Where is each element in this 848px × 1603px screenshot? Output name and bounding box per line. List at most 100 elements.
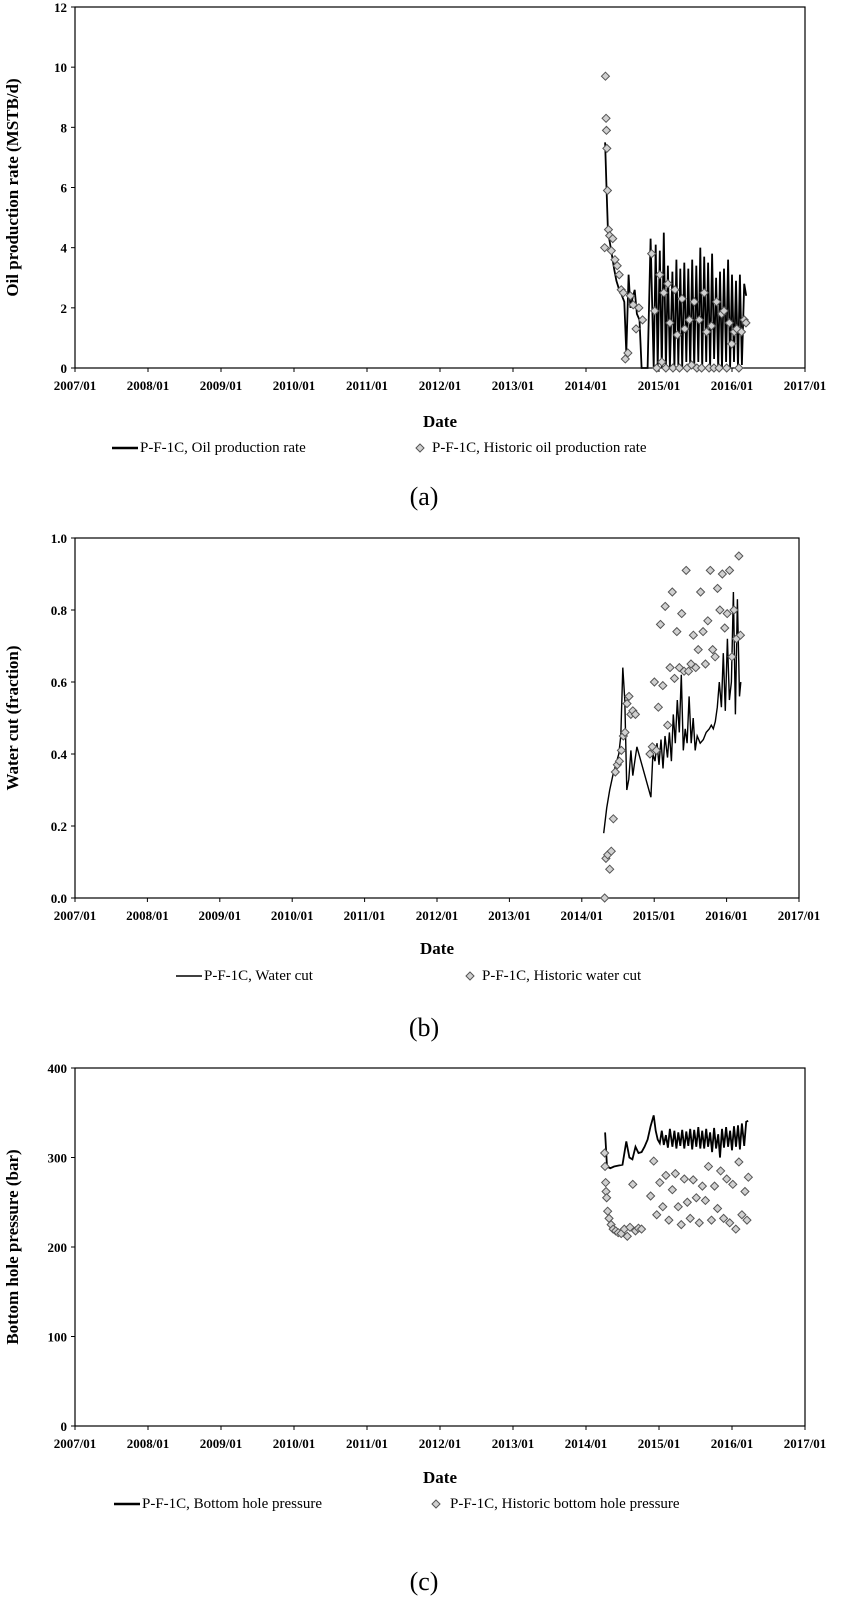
data-point [601, 125, 612, 136]
data-point [610, 767, 621, 777]
chart-panel-3: 0 100 200 300 400 2007/01 2008/01 2009/01 2010/0… [3, 1061, 826, 1596]
y-tick-label: 400 [48, 1061, 68, 1076]
x-tick-label: 2010/01 [271, 908, 314, 923]
data-point [655, 270, 665, 280]
data-point [679, 1174, 690, 1184]
data-point [655, 1177, 665, 1188]
data-point [600, 1161, 610, 1172]
plot-area [74, 1067, 806, 1427]
data-point [696, 363, 707, 373]
data-point [604, 864, 615, 874]
legend: P-F-1C, Water cut P-F-1C, Historic water … [176, 968, 642, 984]
panel-caption: (b) [409, 1013, 439, 1042]
data-point [622, 1231, 633, 1241]
series-2 [599, 71, 751, 373]
data-point [608, 814, 619, 824]
data-point [634, 303, 644, 313]
data-point [625, 1222, 635, 1233]
data-point [652, 1210, 662, 1220]
x-tick-label: 2007/01 [54, 908, 97, 923]
data-point [658, 1202, 668, 1212]
legend-entry-label: P-F-1C, Historic bottom hole pressure [450, 1496, 680, 1512]
data-point [701, 327, 712, 337]
data-point [735, 630, 746, 640]
data-point [695, 587, 706, 597]
data-point [620, 727, 630, 738]
x-tick-label: 2016/01 [711, 1436, 754, 1451]
data-point [725, 1218, 735, 1228]
x-tick-label: 2017/01 [784, 378, 827, 393]
x-tick-label: 2009/01 [200, 378, 243, 393]
series-line [604, 1115, 749, 1170]
data-point [676, 1219, 686, 1230]
data-point [719, 306, 729, 316]
x-tick-label: 2014/01 [565, 378, 608, 393]
data-point [728, 1179, 738, 1190]
data-point [697, 1181, 708, 1191]
y-tick-label: 0 [61, 361, 68, 376]
data-point [653, 702, 664, 712]
x-tick-label: 2015/01 [633, 908, 676, 923]
data-point [672, 330, 682, 340]
data-point [703, 1161, 714, 1172]
y-axis-label: Bottom hole pressure (bar) [3, 1149, 22, 1344]
data-point [614, 270, 624, 280]
data-point [715, 605, 725, 615]
x-axis-label: Date [420, 939, 454, 958]
x-tick-label: 2012/01 [416, 908, 459, 923]
data-point [667, 1185, 678, 1195]
data-point [657, 357, 667, 367]
data-point [688, 1175, 698, 1185]
panel-caption: (a) [410, 482, 439, 511]
x-tick-label: 2008/01 [126, 908, 169, 923]
data-point [681, 565, 691, 576]
y-tick-label: 200 [48, 1240, 68, 1255]
y-tick-label: 12 [54, 0, 67, 15]
series-1 [604, 1115, 749, 1170]
x-tick-label: 2011/01 [346, 378, 388, 393]
data-point [663, 279, 673, 289]
data-point [705, 565, 715, 576]
data-point [602, 143, 612, 154]
data-point [727, 339, 737, 349]
legend-entry-label: P-F-1C, Bottom hole pressure [142, 1496, 322, 1512]
x-tick-label: 2011/01 [344, 908, 386, 923]
data-point [691, 1193, 702, 1203]
data-point [714, 363, 724, 373]
data-point [734, 363, 744, 373]
data-point [709, 1181, 720, 1191]
legend-marker-swatch [465, 971, 475, 981]
data-point [706, 1215, 717, 1225]
x-axis-label: Date [423, 1468, 457, 1487]
y-tick-label: 10 [54, 60, 67, 75]
x-tick-label: 2012/01 [419, 378, 462, 393]
x-tick-label: 2015/01 [638, 1436, 681, 1451]
y-tick-label: 2 [61, 301, 68, 316]
legend-marker-swatch [415, 443, 425, 453]
data-point [724, 565, 735, 576]
data-point [742, 1215, 752, 1225]
data-point [720, 623, 730, 633]
legend-entry-label: P-F-1C, Water cut [204, 968, 314, 984]
data-point [665, 662, 675, 673]
y-tick-label: 8 [61, 120, 68, 135]
data-point [711, 297, 722, 307]
data-point [718, 1213, 729, 1224]
data-point [700, 1195, 711, 1206]
data-point [623, 348, 633, 358]
data-point [645, 1191, 656, 1201]
data-point [601, 113, 611, 124]
data-point [732, 324, 742, 334]
data-point [637, 315, 648, 325]
data-point [608, 233, 618, 244]
data-point [686, 360, 697, 370]
data-point [736, 327, 747, 337]
data-point [649, 1156, 659, 1166]
data-point [727, 652, 737, 662]
data-point [712, 1203, 723, 1214]
data-point [676, 608, 687, 619]
data-point [674, 363, 685, 373]
data-point [649, 677, 660, 687]
data-point [646, 248, 657, 259]
data-point [734, 551, 744, 561]
